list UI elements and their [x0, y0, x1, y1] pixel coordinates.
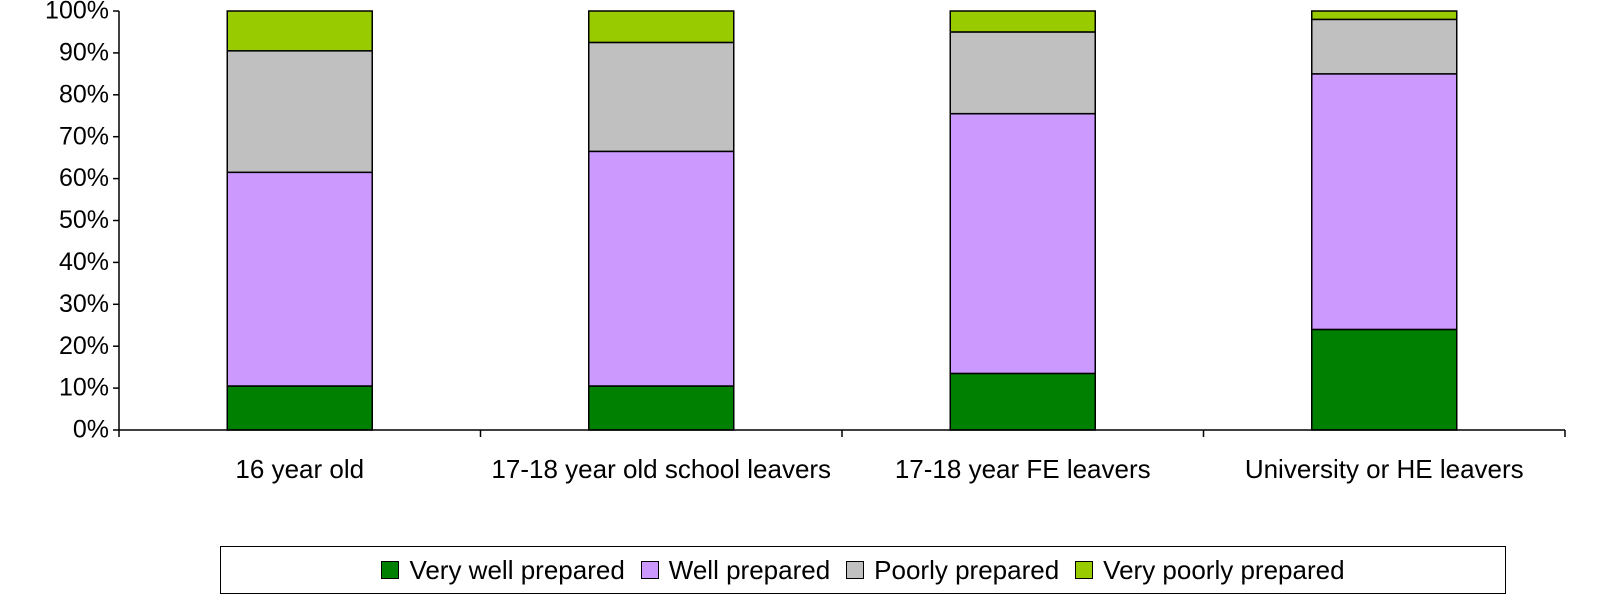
- legend-item: Very well prepared: [381, 554, 625, 586]
- bar-segment: [949, 372, 1096, 431]
- legend-item: Very poorly prepared: [1075, 554, 1345, 586]
- y-tick-label: 40%: [59, 248, 109, 276]
- bar-segment: [226, 171, 373, 387]
- legend-swatch: [1075, 561, 1094, 579]
- bar-segment: [226, 50, 373, 174]
- y-tick-label: 90%: [59, 39, 109, 67]
- bar-segment: [1311, 73, 1458, 331]
- bar-segment: [588, 10, 735, 44]
- y-tick-label: 80%: [59, 80, 109, 108]
- y-tick-label: 0%: [73, 416, 109, 444]
- x-tick-label: University or HE leavers: [1244, 454, 1524, 484]
- bar-segment: [226, 10, 373, 52]
- legend-swatch: [846, 561, 865, 579]
- legend-label: Well prepared: [668, 554, 831, 585]
- bar-segment: [588, 41, 735, 153]
- x-tick-label: 17-18 year FE leavers: [894, 454, 1151, 484]
- x-tick-label: 16 year old: [235, 454, 365, 484]
- bar-segment: [1311, 18, 1458, 75]
- legend-item: Poorly prepared: [846, 555, 1059, 586]
- legend-label: Poorly prepared: [874, 554, 1060, 585]
- y-tick-label: 70%: [59, 122, 109, 150]
- y-tick-label: 20%: [59, 332, 109, 360]
- legend-label: Very well prepared: [409, 554, 625, 585]
- bar-segment: [226, 385, 373, 431]
- legend: Very well prepared Well prepared Poorly pr…: [220, 546, 1506, 594]
- bar-segment: [1311, 328, 1458, 431]
- y-tick-label: 50%: [59, 206, 109, 234]
- y-tick-label: 60%: [59, 164, 109, 192]
- y-tick-label: 30%: [59, 290, 109, 318]
- bar-segment: [588, 150, 735, 387]
- bar-segment: [1311, 10, 1458, 21]
- bar-segment: [588, 385, 735, 431]
- x-tick-label: 17-18 year old school leavers: [491, 454, 832, 484]
- legend-swatch: [381, 561, 400, 579]
- legend-swatch: [640, 561, 659, 579]
- bar-segment: [949, 10, 1096, 33]
- y-tick-label: 10%: [59, 374, 109, 402]
- y-tick-label: 100%: [45, 0, 109, 25]
- bar-segment: [949, 112, 1096, 375]
- bar-segment: [949, 31, 1096, 115]
- legend-label: Very poorly prepared: [1103, 554, 1345, 585]
- legend-item: Well prepared: [640, 554, 831, 586]
